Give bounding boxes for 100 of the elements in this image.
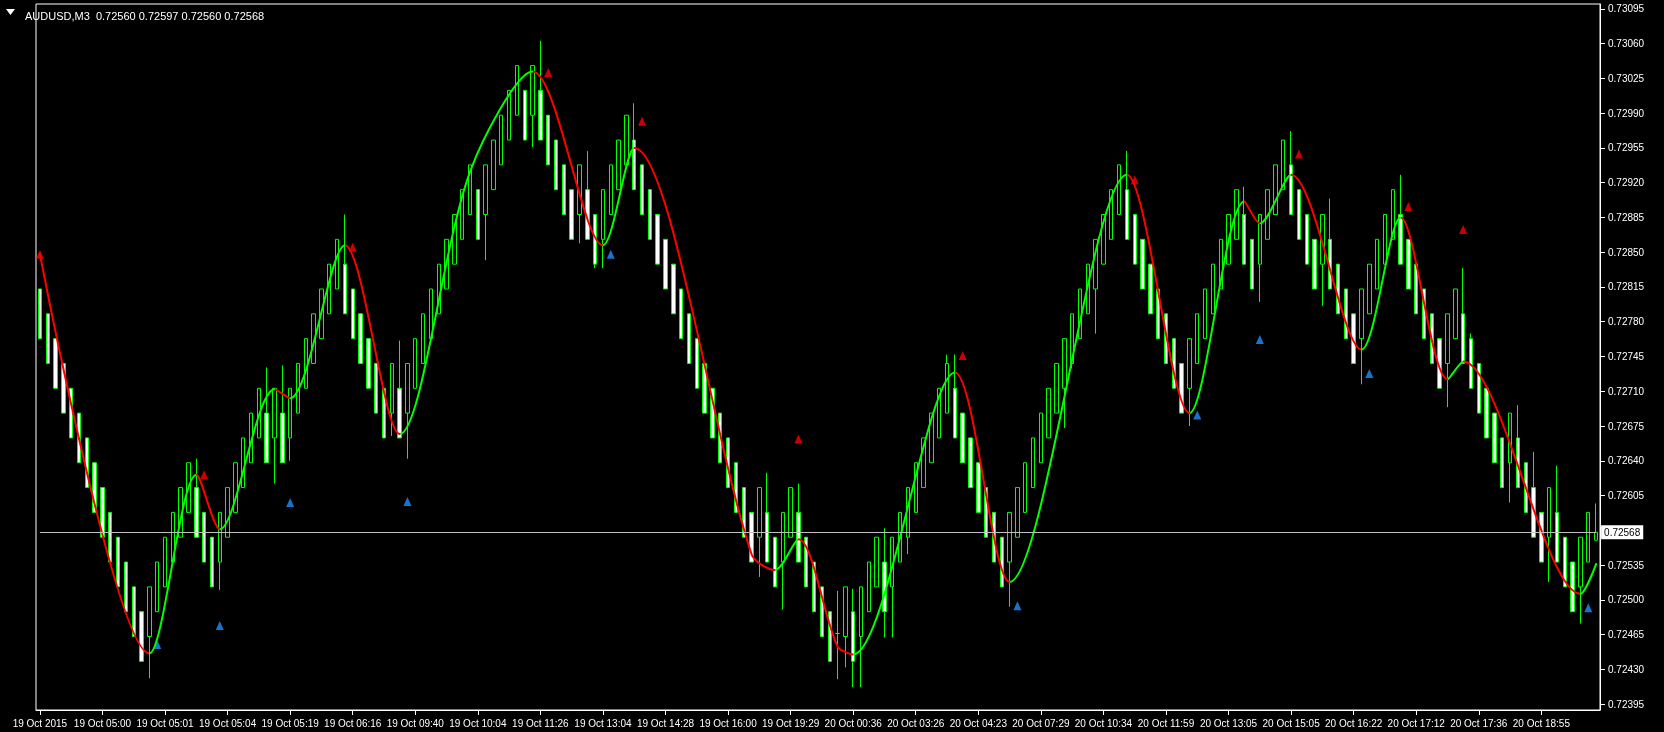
candlestick: [695, 338, 699, 389]
point: [544, 68, 553, 78]
candlestick: [1203, 288, 1207, 340]
candlestick: [757, 487, 762, 578]
x-tick-label: 19 Oct 2015: [12, 717, 68, 729]
candlestick: [1289, 130, 1293, 216]
x-tick-label: 20 Oct 04:23: [949, 717, 1008, 729]
candlestick: [1234, 189, 1239, 240]
candlestick: [272, 387, 277, 485]
point: [606, 249, 615, 259]
candlestick: [1578, 536, 1583, 625]
x-tick-label: 20 Oct 18:55: [1512, 717, 1571, 729]
candlestick: [1195, 313, 1199, 364]
candlestick: [616, 139, 621, 191]
candlestick: [1375, 238, 1379, 290]
candlestick: [609, 164, 613, 216]
y-tick-label: 0.72535: [1608, 559, 1645, 571]
candlestick: [804, 536, 808, 588]
x-tick-label: 19 Oct 05:19: [261, 717, 320, 729]
candlestick: [773, 536, 777, 588]
text: AUDUSD,M3 0.72560 0.72597 0.72560 0.72568: [25, 9, 265, 22]
point: [1404, 202, 1413, 212]
candlestick: [38, 288, 42, 340]
candlestick: [1555, 465, 1559, 563]
candlestick: [413, 338, 417, 389]
candlestick: [1273, 164, 1278, 216]
candlestick: [953, 354, 957, 439]
line-series: [38, 70, 1598, 656]
candlestick: [1125, 150, 1129, 240]
candlestick: [1117, 164, 1121, 216]
point: [286, 497, 295, 507]
candlestick: [1484, 387, 1489, 439]
candlestick: [1179, 362, 1184, 414]
candlestick: [593, 214, 597, 269]
candlestick: [585, 150, 590, 240]
y-tick-label: 0.73060: [1608, 38, 1645, 50]
candlestick: [132, 586, 136, 638]
candlestick: [1007, 511, 1012, 608]
y-tick-label: 0.72395: [1608, 698, 1645, 710]
candlestick: [288, 387, 292, 462]
x-tick-label: 19 Oct 05:04: [198, 717, 257, 729]
candlestick: [624, 114, 629, 166]
candlestick: [1062, 338, 1067, 429]
candlestick: [1359, 288, 1364, 385]
candlestick: [296, 362, 300, 414]
y-tick-label: 0.72780: [1608, 316, 1645, 328]
candlestick: [1500, 437, 1504, 489]
y-tick-label: 0.72745: [1608, 351, 1645, 362]
point: [403, 496, 412, 506]
candlestick: [788, 487, 793, 538]
x-tick-label: 19 Oct 11:26: [512, 717, 570, 729]
candlestick: [1187, 338, 1192, 427]
candlestick: [1586, 511, 1590, 563]
x-tick-label: 20 Oct 13:05: [1199, 717, 1258, 729]
x-tick-label: 19 Oct 13:04: [574, 717, 633, 729]
candlestick: [1312, 238, 1317, 290]
candlestick: [1516, 404, 1520, 489]
x-tick-label: 19 Oct 16:00: [699, 717, 758, 729]
candlestick: [1453, 288, 1458, 340]
candlestick: [874, 536, 879, 588]
candlestick: [366, 338, 371, 389]
candlestick: [46, 313, 50, 364]
candlestick: [796, 483, 801, 563]
candlestick: [1594, 502, 1598, 541]
candlestick: [1547, 487, 1551, 583]
candlestick: [351, 288, 355, 340]
candlestick: [1351, 313, 1356, 364]
candlestick: [1039, 412, 1043, 464]
candlestick: [523, 89, 527, 141]
y-tick-label: 0.72885: [1608, 211, 1645, 223]
candlestick: [100, 487, 105, 538]
candlestick: [194, 458, 199, 538]
candlestick: [781, 511, 785, 611]
candlestick: [1211, 263, 1215, 315]
candlestick: [569, 189, 574, 240]
candlestick: [530, 65, 535, 148]
point: [1013, 601, 1022, 611]
y-tick-label: 0.72920: [1608, 177, 1645, 189]
candlestick: [1492, 412, 1497, 464]
candlestick: [499, 114, 503, 166]
candlestick: [390, 362, 394, 437]
candlestick: [53, 338, 58, 389]
candlestick: [1148, 263, 1153, 315]
candlestick: [124, 561, 128, 613]
y-tick-label: 0.72955: [1608, 142, 1645, 154]
candlestick: [163, 536, 167, 588]
x-tick-label: 20 Oct 15:05: [1262, 717, 1321, 729]
candlestick: [218, 511, 222, 591]
candlestick: [507, 89, 511, 141]
candlestick: [851, 588, 855, 688]
candlestick: [546, 114, 550, 166]
point: [1365, 368, 1374, 378]
candlestick: [640, 164, 644, 216]
candlestick: [476, 189, 480, 240]
point: [1255, 335, 1264, 345]
candlestick: [843, 586, 848, 668]
candlestick: [1570, 561, 1575, 613]
candlestick: [1469, 333, 1473, 389]
x-tick-label: 19 Oct 09:40: [386, 717, 445, 729]
y-tick-label: 0.72815: [1608, 281, 1645, 293]
